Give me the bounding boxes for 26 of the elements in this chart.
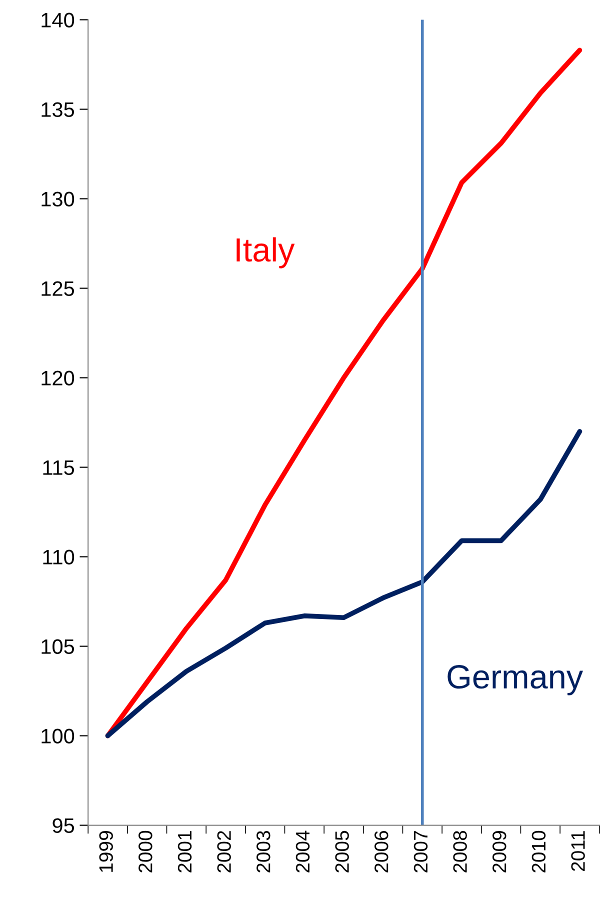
line-series (105, 429, 582, 738)
y-tick-label: 110 (43, 550, 74, 565)
text: Italy (236, 237, 295, 268)
text: Germany (448, 665, 583, 696)
y-tick-label: 100 (42, 728, 74, 744)
y-tick-label: 125 (42, 281, 74, 296)
y-tick-label: 95 (52, 818, 74, 834)
x-tick-label: 2010 (532, 830, 546, 872)
x-tick-label: 2000 (138, 830, 152, 872)
x-tick-label: 2009 (492, 831, 506, 872)
x-tick-label: 2002 (217, 831, 231, 872)
x-tick-label: 2003 (256, 830, 270, 872)
x-tick-label: 2001 (178, 831, 192, 872)
y-tick-label: 140 (42, 12, 74, 28)
y-tick-label: 130 (42, 192, 74, 207)
x-tick-label: 2008 (453, 830, 467, 872)
y-tick-label: 120 (42, 370, 74, 386)
y-tick-label: 105 (42, 639, 74, 654)
x-tick-label: 2004 (296, 830, 310, 872)
x-tick-label: 2006 (374, 830, 388, 872)
x-tick-label: 2007 (414, 831, 428, 872)
y-tick-label: 115 (43, 460, 74, 476)
x-tick-label: 2011 (571, 831, 585, 871)
x-tick-label: 2005 (335, 830, 349, 872)
x-tick-label: 1999 (99, 831, 113, 872)
y-tick-label: 135 (42, 102, 74, 118)
